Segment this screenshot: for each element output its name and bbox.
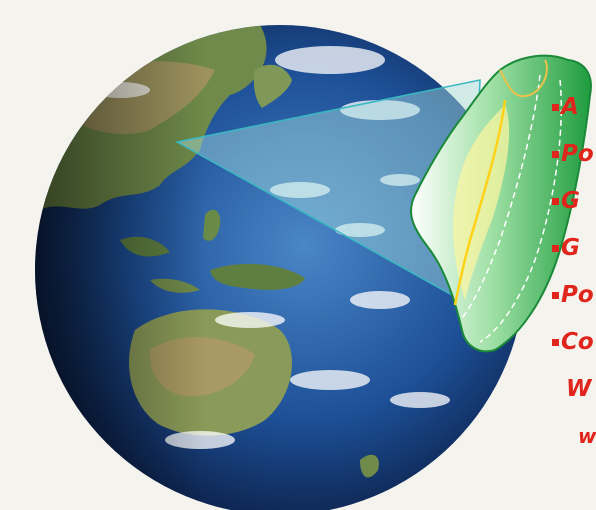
bullet-marker bbox=[552, 292, 559, 299]
bullet-item: Po bbox=[552, 131, 596, 178]
bullet-text: Po bbox=[561, 141, 594, 167]
bullet-text: W bbox=[566, 376, 592, 402]
bullet-marker bbox=[552, 104, 559, 111]
bullet-continuation: W bbox=[552, 366, 596, 413]
bullet-text: A bbox=[561, 94, 579, 120]
taiwan-map bbox=[410, 54, 592, 353]
bullet-text: w bbox=[578, 424, 596, 448]
bullet-continuation: w bbox=[552, 413, 596, 460]
bullet-item: G bbox=[552, 178, 596, 225]
bullet-item: Po bbox=[552, 272, 596, 319]
taiwan-fault-line bbox=[453, 99, 507, 306]
bullet-text: Co bbox=[561, 329, 594, 355]
bullet-marker bbox=[552, 151, 559, 158]
bullet-marker bbox=[552, 245, 559, 252]
bullet-item: G bbox=[552, 225, 596, 272]
bullet-text: Po bbox=[561, 282, 594, 308]
bullet-text: G bbox=[561, 188, 580, 214]
bullet-item: A bbox=[552, 84, 596, 131]
bullet-item: Co bbox=[552, 319, 596, 366]
bullet-marker bbox=[552, 339, 559, 346]
bullet-text: G bbox=[561, 235, 580, 261]
bullet-marker bbox=[552, 198, 559, 205]
bullet-list: A Po G G Po Co W w bbox=[552, 84, 596, 460]
